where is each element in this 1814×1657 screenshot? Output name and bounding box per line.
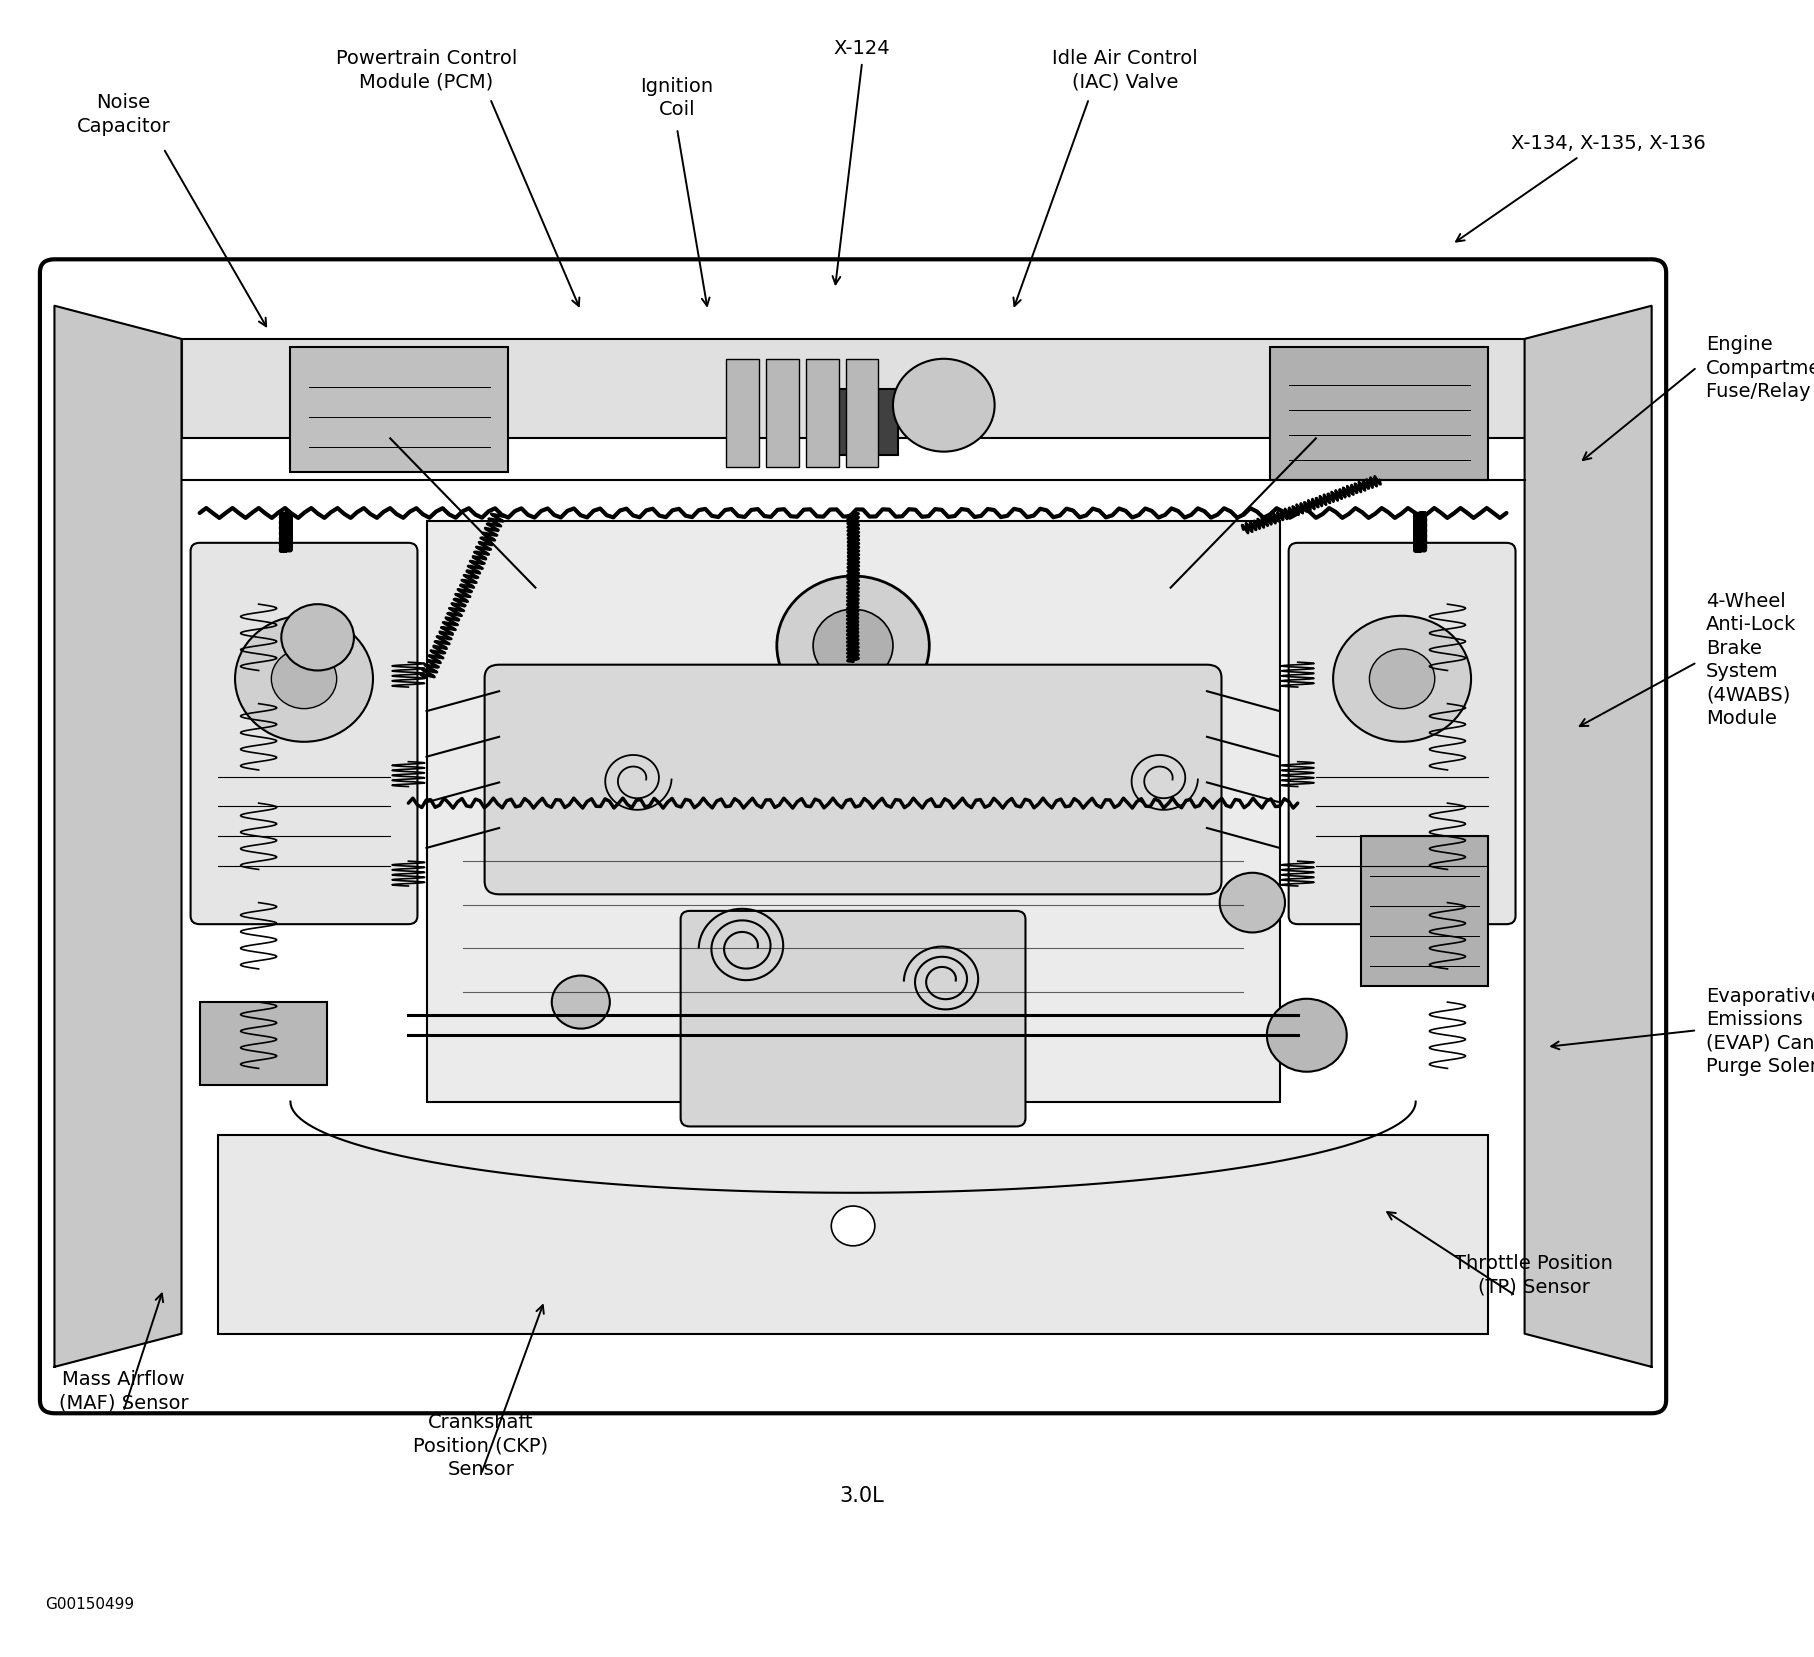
Bar — [807, 389, 898, 456]
Circle shape — [1368, 650, 1435, 709]
Circle shape — [1219, 873, 1284, 933]
Circle shape — [236, 616, 374, 742]
Text: X-124: X-124 — [833, 40, 891, 58]
Bar — [766, 360, 798, 467]
Text: Powertrain Control
Module (PCM): Powertrain Control Module (PCM) — [336, 48, 517, 91]
Text: X-134, X-135, X-136: X-134, X-135, X-136 — [1511, 134, 1705, 152]
Bar — [805, 360, 838, 467]
FancyBboxPatch shape — [190, 543, 417, 925]
Text: Ignition
Coil: Ignition Coil — [640, 76, 713, 119]
Text: Evaporative
Emissions
(EVAP) Canister
Purge Solenoid: Evaporative Emissions (EVAP) Canister Pu… — [1705, 986, 1814, 1075]
Circle shape — [776, 577, 929, 716]
Text: Mass Airflow
(MAF) Sensor: Mass Airflow (MAF) Sensor — [58, 1369, 189, 1412]
Polygon shape — [1524, 307, 1651, 1367]
Circle shape — [831, 1206, 874, 1246]
Circle shape — [1266, 999, 1346, 1072]
Circle shape — [813, 610, 892, 683]
Bar — [426, 522, 1279, 1102]
Text: 3.0L: 3.0L — [840, 1485, 883, 1505]
Circle shape — [892, 360, 994, 452]
Circle shape — [272, 650, 337, 709]
Text: Idle Air Control
(IAC) Valve: Idle Air Control (IAC) Valve — [1052, 48, 1197, 91]
Circle shape — [1331, 616, 1469, 742]
Polygon shape — [54, 307, 181, 1367]
Circle shape — [551, 976, 610, 1029]
FancyBboxPatch shape — [680, 911, 1025, 1127]
Bar — [290, 348, 508, 472]
Text: Crankshaft
Position (CKP)
Sensor: Crankshaft Position (CKP) Sensor — [414, 1412, 548, 1478]
FancyBboxPatch shape — [40, 260, 1665, 1413]
Text: G00150499: G00150499 — [45, 1596, 134, 1612]
Bar — [181, 340, 1524, 439]
Bar — [1360, 837, 1487, 986]
Bar — [726, 360, 758, 467]
FancyBboxPatch shape — [1288, 543, 1515, 925]
Text: 4-Wheel
Anti-Lock
Brake
System
(4WABS)
Module: 4-Wheel Anti-Lock Brake System (4WABS) M… — [1705, 592, 1796, 727]
Circle shape — [281, 605, 354, 671]
Text: Engine
Compartment
Fuse/Relay Box: Engine Compartment Fuse/Relay Box — [1705, 335, 1814, 401]
Bar — [1270, 348, 1487, 481]
Text: Noise
Capacitor: Noise Capacitor — [76, 93, 171, 136]
Bar — [218, 1135, 1487, 1334]
Bar — [200, 1002, 327, 1085]
Bar — [845, 360, 878, 467]
Text: Throttle Position
(TP) Sensor: Throttle Position (TP) Sensor — [1453, 1253, 1613, 1296]
FancyBboxPatch shape — [484, 664, 1221, 895]
